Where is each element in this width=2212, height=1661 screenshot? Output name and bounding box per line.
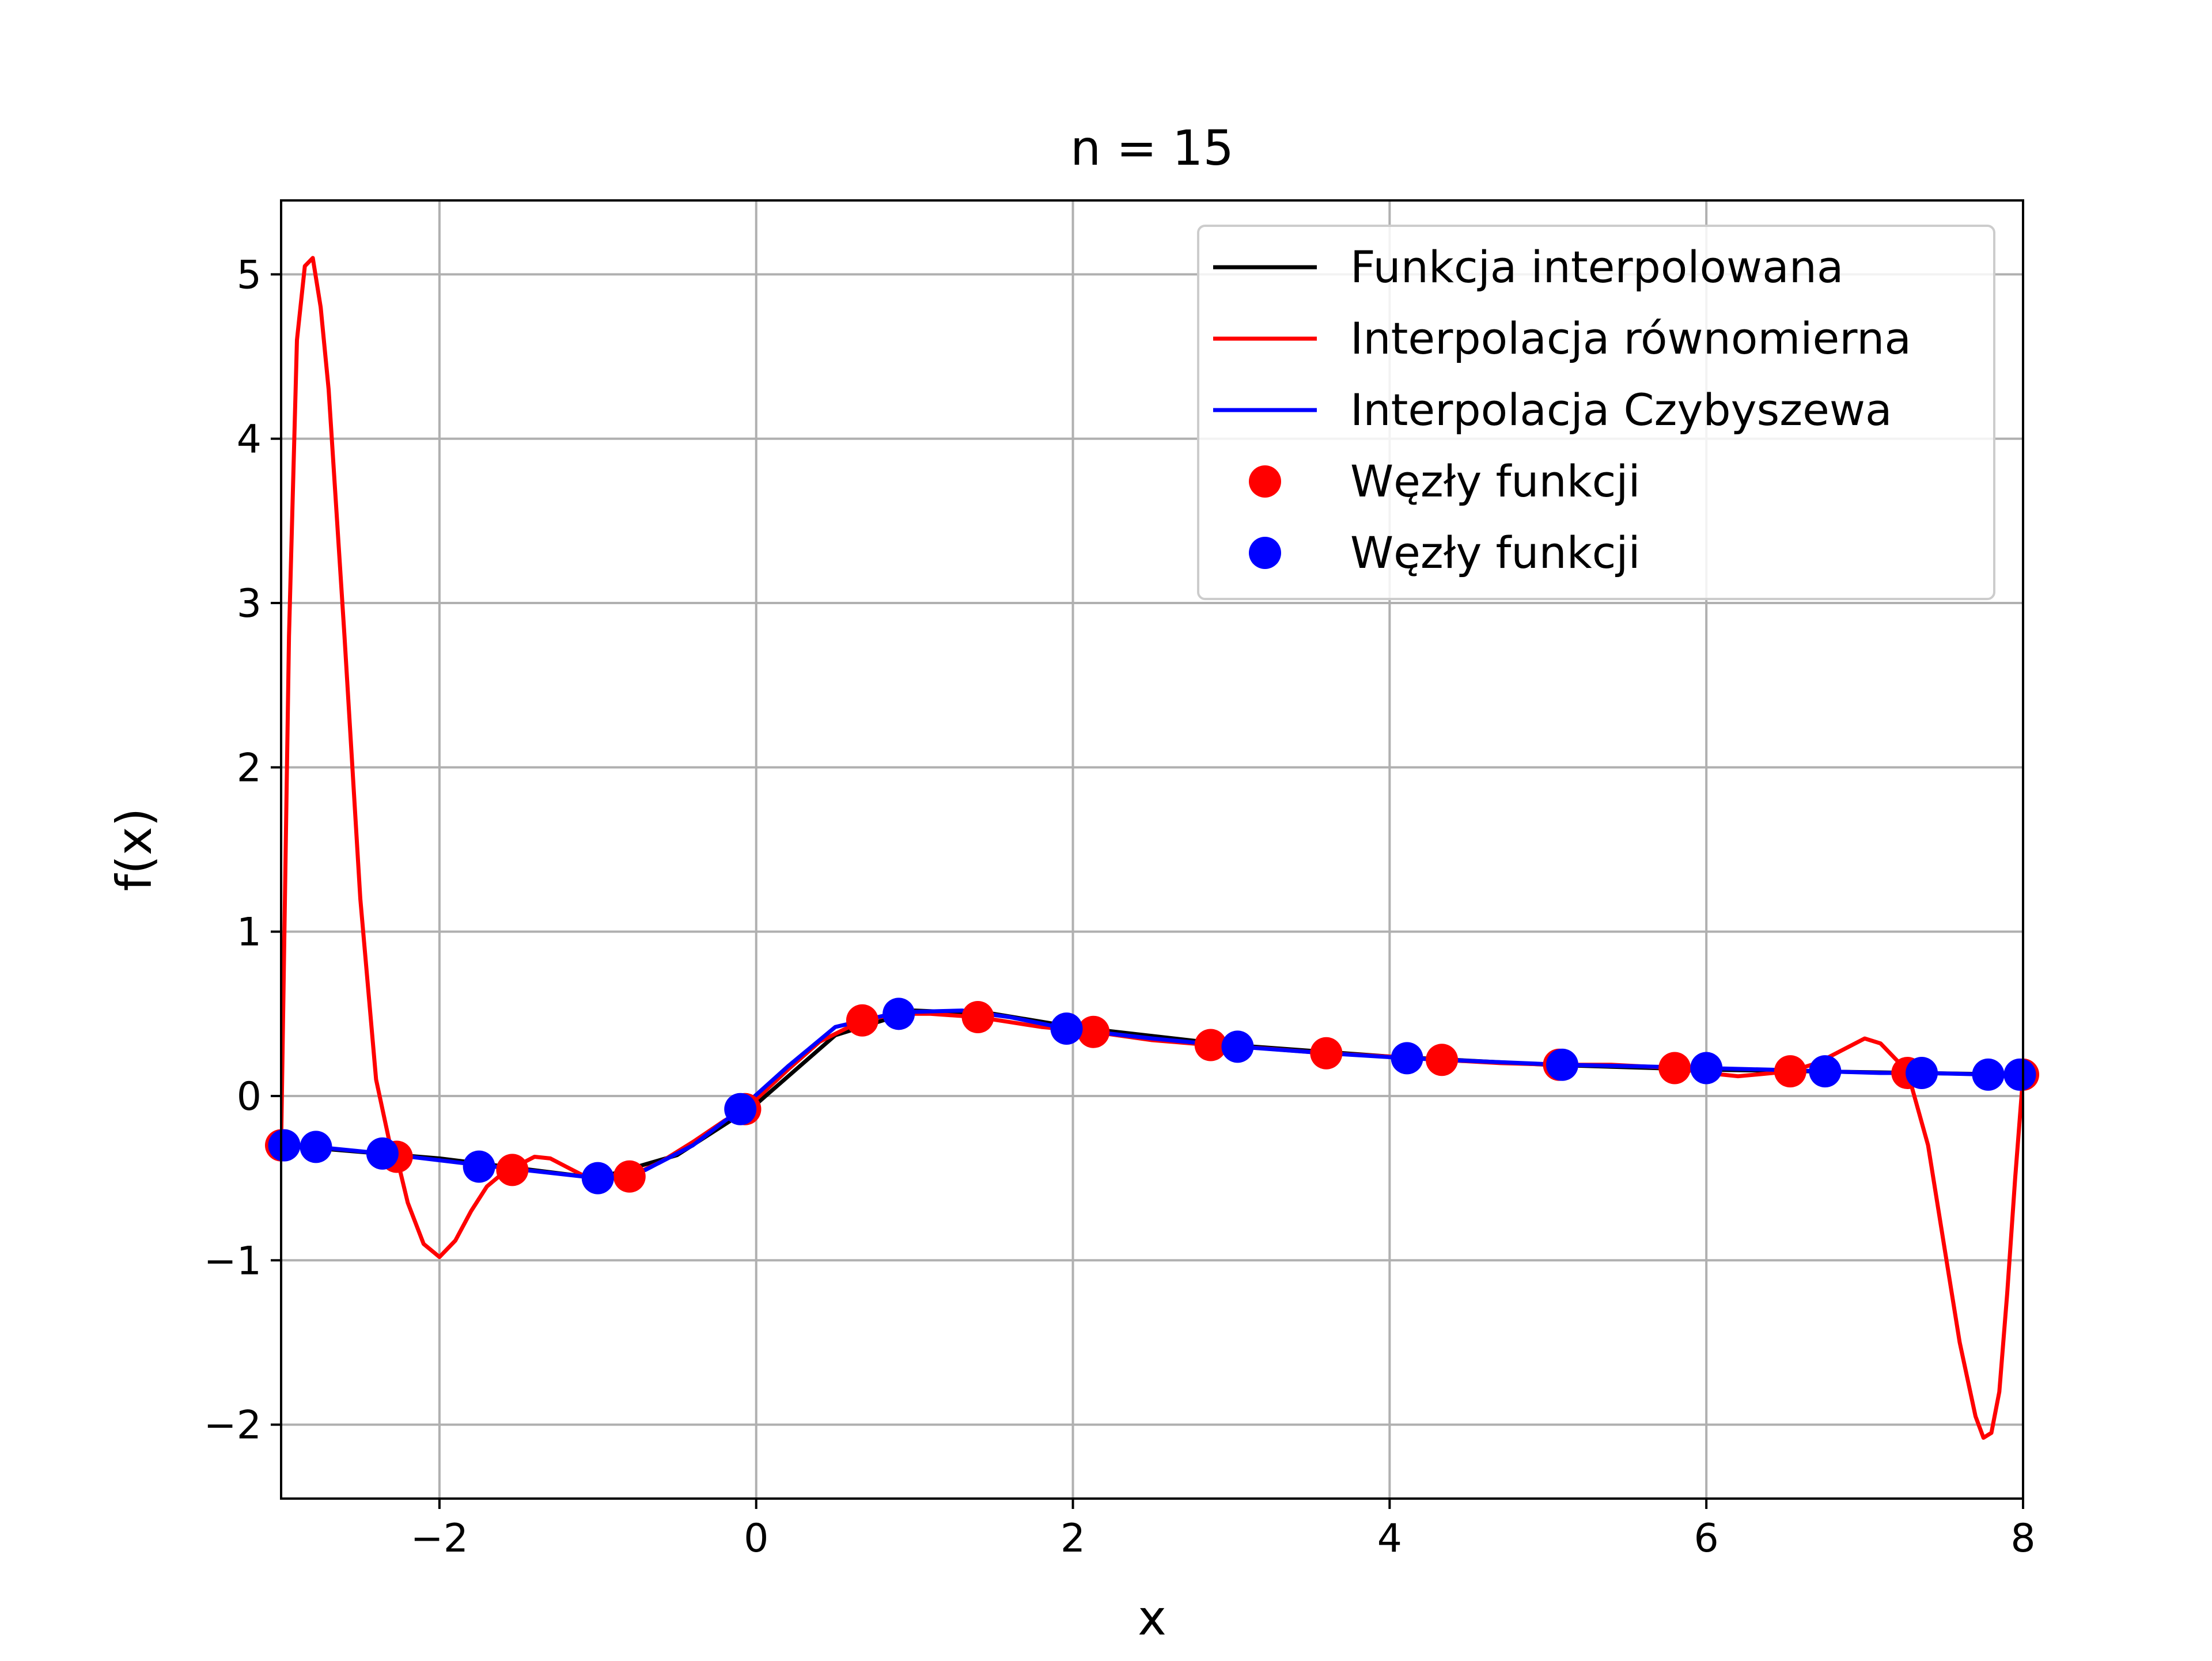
data-point-4 bbox=[1809, 1055, 1842, 1088]
data-point-4 bbox=[1972, 1058, 2005, 1091]
y-axis-label: f(x) bbox=[106, 808, 162, 892]
legend-entry-label: Interpolacja równomierna bbox=[1350, 313, 1911, 364]
x-axis-label: x bbox=[1138, 1590, 1166, 1646]
y-tick-label: 1 bbox=[237, 910, 262, 955]
axis-ticks: −2 0 2 4 6 8 −2 −1 0 1 2 3 4 5 bbox=[204, 252, 2036, 1561]
legend-entry-label: Węzły funkcji bbox=[1350, 527, 1641, 578]
legend: Funkcja interpolowana Interpolacja równom… bbox=[1197, 225, 1995, 600]
data-point-3 bbox=[1077, 1015, 1110, 1048]
data-point-4 bbox=[268, 1129, 301, 1162]
y-tick-label: −1 bbox=[204, 1238, 262, 1284]
legend-marker-handle bbox=[1249, 465, 1281, 498]
data-point-3 bbox=[496, 1154, 529, 1186]
x-tick-label: −2 bbox=[411, 1516, 468, 1561]
y-tick-label: 3 bbox=[237, 581, 262, 627]
data-point-4 bbox=[2003, 1058, 2036, 1091]
data-point-4 bbox=[724, 1093, 757, 1125]
y-tick-label: −2 bbox=[204, 1403, 262, 1448]
legend-box bbox=[1197, 225, 1995, 600]
data-point-4 bbox=[581, 1162, 614, 1194]
x-tick-label: 2 bbox=[1060, 1516, 1085, 1561]
data-point-3 bbox=[846, 1004, 878, 1037]
y-tick-label: 5 bbox=[237, 252, 262, 298]
data-point-4 bbox=[1906, 1057, 1938, 1090]
chart-title: n = 15 bbox=[1070, 120, 1234, 176]
plot-area bbox=[265, 256, 2039, 1440]
legend-entry-label: Węzły funkcji bbox=[1350, 456, 1641, 507]
data-point-4 bbox=[1546, 1048, 1579, 1081]
data-point-3 bbox=[1194, 1029, 1227, 1061]
x-tick-label: 6 bbox=[1694, 1516, 1719, 1561]
data-point-3 bbox=[613, 1160, 646, 1193]
axes-frame bbox=[280, 199, 2024, 1500]
data-point-4 bbox=[1690, 1052, 1723, 1084]
data-point-4 bbox=[1391, 1042, 1423, 1075]
data-point-3 bbox=[1426, 1044, 1459, 1076]
grid bbox=[281, 200, 2024, 1499]
x-tick-label: 4 bbox=[1377, 1516, 1402, 1561]
data-point-4 bbox=[882, 998, 915, 1030]
series-markers bbox=[265, 998, 2039, 1194]
x-tick-label: 0 bbox=[744, 1516, 768, 1561]
data-point-4 bbox=[1221, 1030, 1254, 1063]
series-line-1 bbox=[281, 256, 2023, 1440]
data-point-3 bbox=[1774, 1055, 1806, 1088]
legend-entry-label: Funkcja interpolowana bbox=[1350, 241, 1843, 293]
y-tick-label: 2 bbox=[237, 745, 262, 791]
data-point-4 bbox=[463, 1150, 495, 1183]
data-point-3 bbox=[1310, 1037, 1343, 1070]
data-point-4 bbox=[300, 1131, 332, 1163]
x-tick-label: 8 bbox=[2010, 1516, 2035, 1561]
legend-entry-label: Interpolacja Czybyszewa bbox=[1350, 384, 1892, 435]
data-point-4 bbox=[1050, 1012, 1083, 1045]
legend-marker-handle bbox=[1249, 537, 1281, 569]
data-point-3 bbox=[961, 1001, 994, 1034]
data-point-4 bbox=[366, 1137, 399, 1170]
data-point-3 bbox=[1658, 1052, 1691, 1084]
y-tick-label: 0 bbox=[237, 1074, 262, 1120]
y-tick-label: 4 bbox=[237, 417, 262, 462]
